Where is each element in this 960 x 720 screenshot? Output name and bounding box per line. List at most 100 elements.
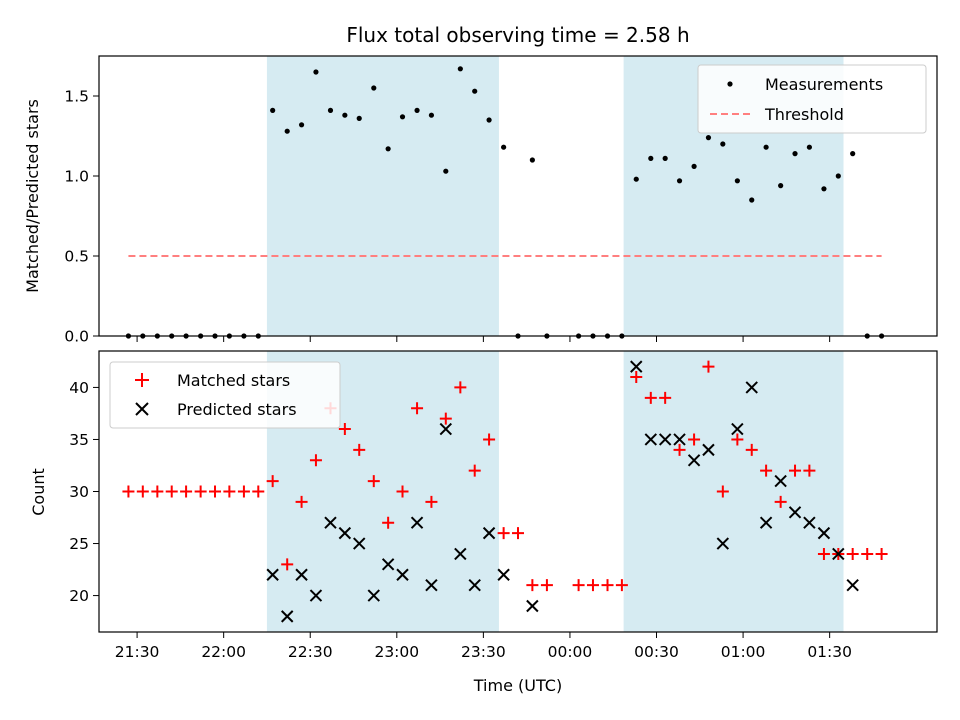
measurement-point (648, 155, 654, 161)
legend-plus-marker (135, 373, 149, 387)
matched-star-marker (615, 579, 628, 592)
measurement-point (763, 144, 769, 150)
x-tick-label: 22:30 (288, 643, 333, 661)
matched-star-marker (309, 454, 322, 467)
measurement-point (284, 128, 290, 134)
legend-dot-marker (727, 81, 733, 87)
measurement-point (371, 85, 377, 91)
matched-star-marker (281, 558, 294, 571)
matched-star-marker (540, 579, 553, 592)
measurement-point (298, 122, 305, 128)
predicted-star-marker (309, 589, 323, 602)
matched-star-marker (875, 547, 888, 560)
top-y-ticks: 0.0 0.5 1.0 1.5 (64, 88, 99, 346)
top-panel: 0.0 0.5 1.0 1.5 Matched/Predicted stars Mea… (23, 55, 938, 346)
predicted-star-marker (673, 433, 686, 446)
predicted-star-marker (687, 454, 701, 467)
predicted-star-marker (788, 506, 802, 519)
bottom-legend: Matched stars Predicted stars (109, 361, 341, 429)
top-axes-frame (98, 55, 938, 337)
top-shaded-spans (266, 56, 844, 336)
matched-star-marker (702, 360, 715, 373)
observing-span (266, 56, 499, 336)
matched-star-marker (760, 464, 773, 477)
y-tick-label: 20 (69, 587, 89, 605)
matched-star-marker (367, 475, 380, 488)
matched-star-marker (295, 495, 308, 508)
y-tick-label: 35 (69, 431, 89, 449)
predicted-star-marker (381, 558, 395, 571)
predicted-star-markers (266, 360, 859, 623)
bottom-y-axis-label: Count (29, 468, 48, 516)
matched-star-marker (745, 443, 758, 456)
matched-star-marker (716, 485, 729, 498)
matched-star-marker (601, 579, 614, 592)
matched-star-marker (237, 485, 250, 498)
predicted-star-marker (832, 547, 845, 561)
measurement-point (270, 107, 276, 113)
matched-star-marker (572, 579, 585, 592)
predicted-star-marker (803, 516, 816, 529)
matched-star-marker (673, 443, 686, 456)
matched-star-marker (688, 433, 701, 446)
predicted-star-marker (338, 526, 352, 540)
predicted-star-marker (745, 381, 758, 394)
top-x-ticks (136, 336, 831, 342)
legend-label-predicted: Predicted stars (177, 400, 297, 419)
measurement-point (457, 66, 463, 72)
measurement-point (792, 151, 798, 157)
predicted-star-marker (468, 578, 481, 592)
matched-star-marker (165, 485, 178, 498)
predicted-star-marker (367, 589, 380, 602)
x-tick-label: 23:30 (461, 643, 506, 661)
measurement-point (734, 178, 740, 184)
predicted-star-marker (396, 568, 409, 581)
matched-star-marker (468, 464, 481, 477)
matched-star-marker (630, 371, 643, 384)
predicted-star-marker (482, 526, 496, 540)
bottom-legend-box (109, 361, 341, 429)
matched-star-marker (223, 485, 236, 498)
predicted-star-marker (324, 516, 337, 529)
matched-star-marker (353, 443, 366, 456)
matched-star-marker (136, 485, 149, 498)
predicted-star-marker (644, 433, 658, 446)
predicted-star-marker (353, 537, 366, 550)
measurement-point (821, 186, 827, 192)
matched-star-marker (338, 423, 351, 436)
top-legend-box (697, 64, 927, 134)
predicted-star-marker (266, 568, 279, 581)
measurement-point (835, 173, 841, 179)
bottom-axes-frame (98, 350, 938, 633)
matched-star-marker (122, 485, 135, 498)
measurement-point (676, 178, 683, 184)
matched-star-marker (180, 485, 193, 498)
matched-star-marker (425, 495, 438, 508)
matched-star-marker (846, 547, 859, 560)
predicted-star-marker (454, 547, 467, 561)
y-tick-label: 0.0 (64, 328, 89, 346)
measurement-point (501, 144, 507, 150)
predicted-star-marker (439, 422, 453, 436)
matched-star-marker (512, 527, 524, 540)
predicted-star-marker (295, 568, 308, 581)
matched-star-markers (122, 360, 888, 592)
x-tick-label: 21:30 (115, 643, 160, 661)
y-tick-label: 30 (69, 483, 89, 501)
chart-title: Flux total observing time = 2.58 h (346, 23, 689, 47)
measurement-point (399, 114, 406, 120)
measurement-point (342, 112, 348, 118)
legend-x-marker (135, 402, 149, 416)
matched-star-marker (497, 527, 510, 540)
measurement-point (414, 107, 420, 113)
x-tick-label: 00:30 (634, 643, 679, 661)
measurement-point (662, 155, 668, 161)
predicted-star-marker (526, 599, 539, 613)
matched-star-marker (483, 433, 496, 446)
predicted-star-marker (817, 526, 831, 540)
bottom-panel: 20 25 30 35 40 21:30 22:00 22:30 23:00 23:30 00:0… (29, 350, 938, 695)
matched-star-marker (731, 433, 744, 446)
matched-star-marker (396, 485, 409, 498)
x-tick-label: 23:00 (374, 643, 419, 661)
